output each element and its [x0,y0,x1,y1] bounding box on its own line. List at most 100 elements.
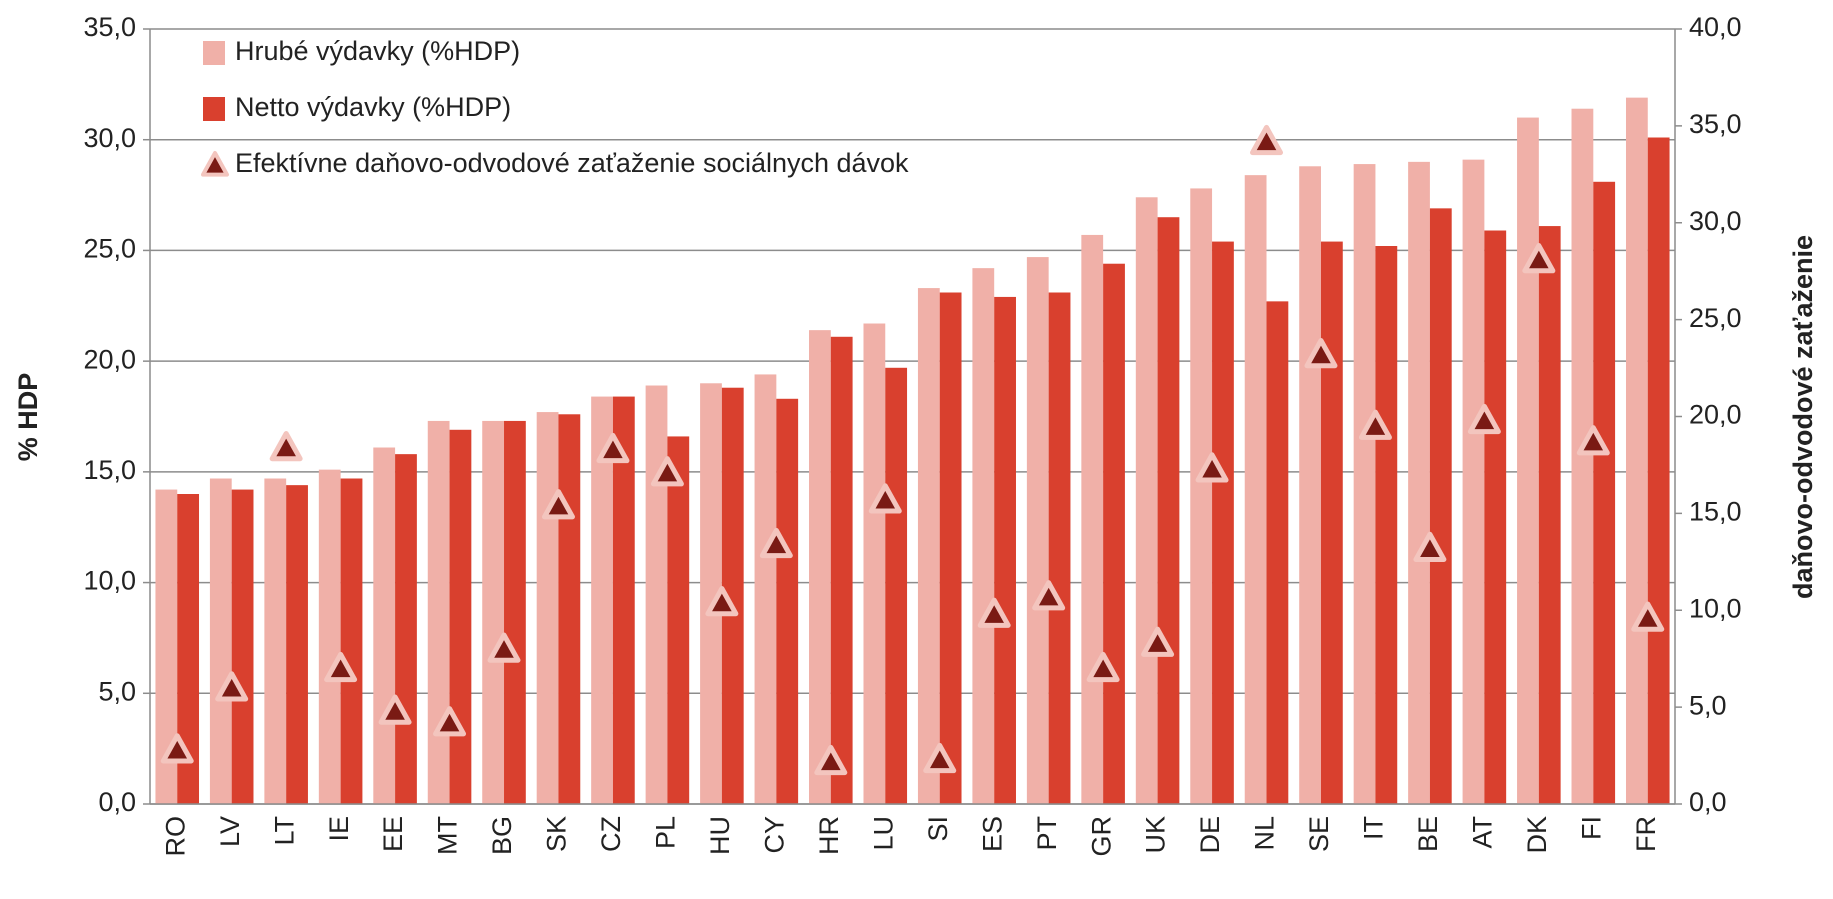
bar [1157,217,1180,804]
bar [1299,166,1321,805]
bar [1190,188,1213,804]
marker [1358,409,1392,440]
bar [1593,181,1616,805]
marker [541,489,575,520]
y-axis-title: % HDP [13,373,43,462]
marker [324,651,358,683]
bar [591,396,613,804]
y2-tick-label: 0,0 [1689,787,1727,817]
legend-label: Netto výdavky (%HDP) [235,92,511,122]
bar [612,396,635,804]
y-tick-label: 30,0 [83,123,136,153]
y-tick-label: 35,0 [83,12,136,42]
bar [667,436,690,804]
bar [286,485,308,804]
y-tick-label: 10,0 [83,566,136,596]
x-tick-label: NL [1250,816,1280,851]
marker [487,632,521,663]
bar [917,288,940,805]
bar [1408,161,1430,804]
x-tick-label: RO [160,816,190,857]
bar [1484,230,1507,804]
bar [449,429,472,804]
bar [155,489,178,804]
bar [1429,208,1452,804]
marker [433,706,467,737]
bar [1320,241,1343,805]
legend-swatch [203,97,225,121]
bar [177,494,200,804]
marker [269,431,303,462]
bar [1647,137,1670,804]
y2-tick-label: 25,0 [1689,303,1742,333]
x-tick-label: PL [651,816,681,849]
bar [1212,241,1234,805]
marker [1195,452,1229,483]
marker [759,527,793,559]
marker [1413,531,1447,562]
y2-tick-label: 40,0 [1689,12,1742,42]
marker [1631,601,1665,632]
bar [504,420,526,804]
bar [1266,301,1289,804]
bar [231,489,254,804]
bar [209,478,232,804]
marker [1141,626,1175,657]
bar [1135,197,1158,805]
marker [1032,580,1066,611]
bar [645,385,668,804]
bar [1244,175,1267,805]
y-tick-label: 25,0 [83,234,136,264]
x-tick-label: BE [1413,816,1443,852]
x-tick-label: GR [1086,816,1116,857]
bar [972,268,995,805]
bar [809,330,831,804]
x-tick-label: LT [269,816,299,846]
x-tick-label: MT [433,816,463,855]
marker [1086,651,1120,683]
x-tick-label: DE [1195,816,1225,854]
bar [1026,257,1049,805]
y2-tick-label: 5,0 [1689,690,1727,720]
marker [160,733,194,764]
bar [1375,246,1398,804]
marker [977,597,1011,628]
marker [923,742,957,774]
marker [1250,124,1284,156]
bar [1517,117,1539,805]
marker [378,694,412,725]
y2-axis-title: daňovo-odvodové zaťaženie [1788,235,1818,599]
marker [814,744,848,776]
x-tick-label: SE [1304,816,1334,852]
x-tick-label: ES [977,816,1007,852]
marker [215,671,249,702]
bar [1538,226,1561,805]
bar [1353,164,1376,805]
marker [868,483,902,514]
x-tick-label: LU [868,816,898,851]
bar [373,447,396,804]
bar [754,374,777,804]
x-tick-label: AT [1468,816,1498,849]
bar [1462,159,1485,805]
x-tick-label: SK [542,816,572,852]
legend-swatch [203,41,225,65]
bar [482,420,505,804]
y-tick-label: 20,0 [83,344,136,374]
legend-label: Hrubé výdavky (%HDP) [235,36,520,66]
bar [721,387,744,804]
x-tick-label: BG [487,816,517,855]
x-tick-label: FR [1631,816,1661,852]
y-tick-label: 0,0 [98,787,136,817]
marker [705,586,739,617]
bar [939,292,962,804]
bar [885,367,908,804]
y2-tick-label: 15,0 [1689,497,1742,527]
x-tick-label: EE [378,816,408,852]
bar [700,383,722,804]
bar [1571,108,1594,804]
bar [994,296,1016,804]
bar [1625,97,1648,804]
bar [558,414,581,804]
